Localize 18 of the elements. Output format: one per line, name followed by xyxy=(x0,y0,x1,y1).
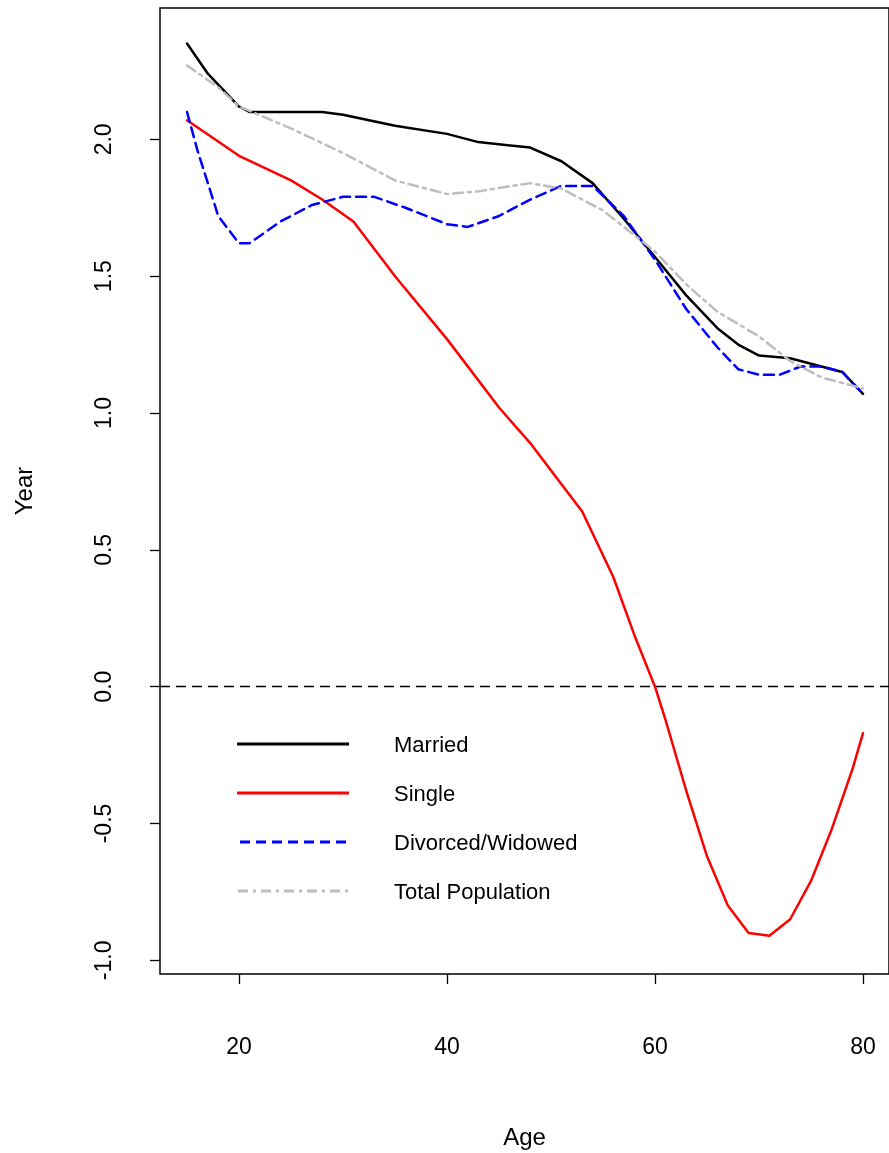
y-tick-label: 0.0 xyxy=(89,670,116,703)
y-tick-label: 2.0 xyxy=(89,123,116,156)
line-series xyxy=(185,118,865,937)
legend-label: Single xyxy=(394,780,456,806)
x-tick-label: 20 xyxy=(226,1032,252,1059)
x-tick-label: 60 xyxy=(642,1032,668,1059)
y-tick-label: 1.5 xyxy=(89,260,116,293)
y-tick-label: -0.5 xyxy=(89,803,116,844)
x-tick-label: 40 xyxy=(434,1032,460,1059)
legend-label: Divorced/Widowed xyxy=(394,829,578,855)
x-tick-label: 80 xyxy=(850,1032,876,1059)
y-axis-title: Year xyxy=(9,466,37,516)
y-tick-label: 1.0 xyxy=(89,397,116,429)
y-tick-label: -1.0 xyxy=(89,940,116,981)
legend-label: Married xyxy=(394,731,469,757)
legend-label: Total Population xyxy=(394,878,551,904)
x-axis-title: Age xyxy=(503,1122,546,1150)
y-tick-label: 0.5 xyxy=(89,533,116,566)
